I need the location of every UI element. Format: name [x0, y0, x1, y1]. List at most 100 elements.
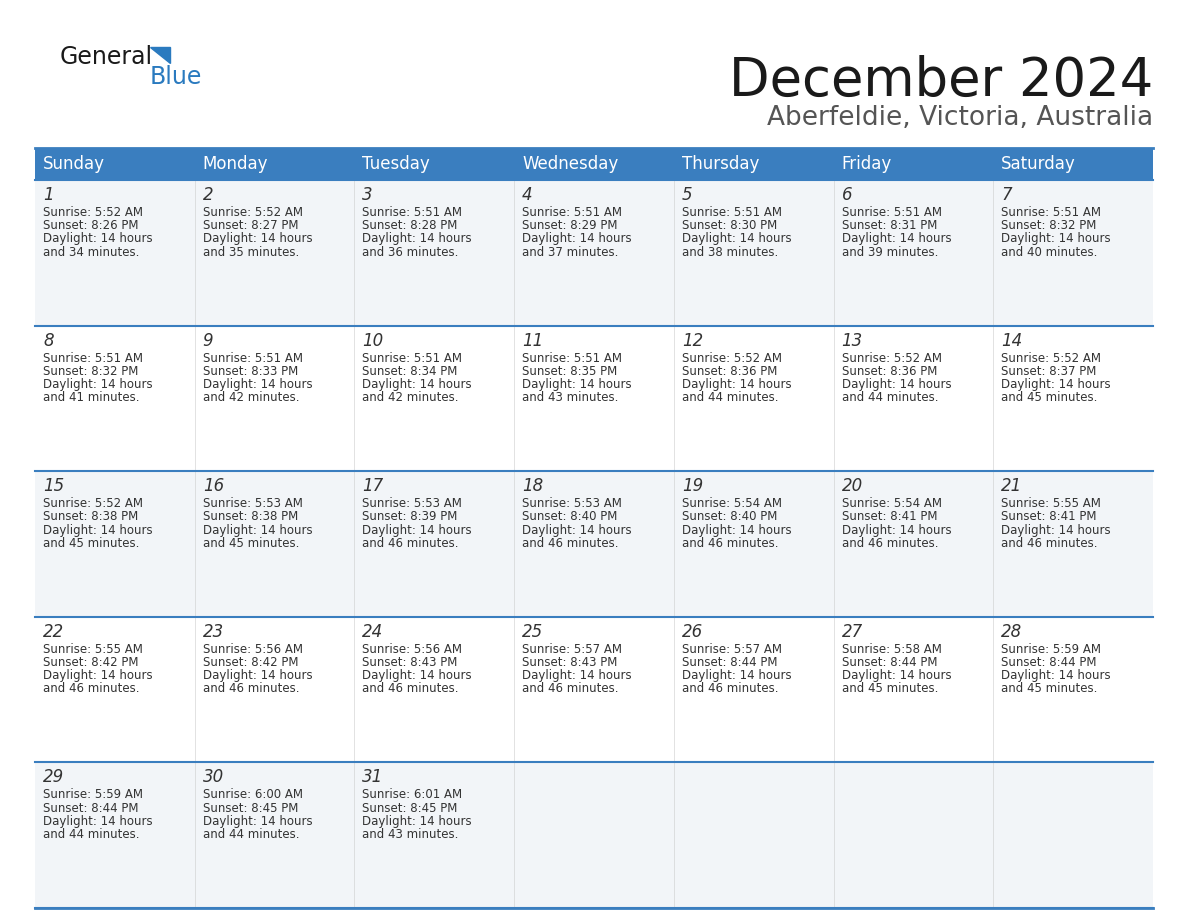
Text: Sunset: 8:44 PM: Sunset: 8:44 PM: [43, 801, 139, 814]
Text: Sunset: 8:43 PM: Sunset: 8:43 PM: [523, 656, 618, 669]
Bar: [34, 326, 1154, 471]
Text: 26: 26: [682, 622, 703, 641]
Text: 18: 18: [523, 477, 543, 495]
Text: Sunset: 8:41 PM: Sunset: 8:41 PM: [841, 510, 937, 523]
Text: Daylight: 14 hours: Daylight: 14 hours: [523, 232, 632, 245]
Text: Sunset: 8:31 PM: Sunset: 8:31 PM: [841, 219, 937, 232]
Text: Sunset: 8:42 PM: Sunset: 8:42 PM: [203, 656, 298, 669]
Text: Sunset: 8:40 PM: Sunset: 8:40 PM: [682, 510, 777, 523]
Text: Daylight: 14 hours: Daylight: 14 hours: [1001, 669, 1111, 682]
Text: Daylight: 14 hours: Daylight: 14 hours: [841, 232, 952, 245]
Text: and 45 minutes.: and 45 minutes.: [203, 537, 299, 550]
Bar: [34, 617, 1154, 763]
Text: Sunset: 8:32 PM: Sunset: 8:32 PM: [1001, 219, 1097, 232]
Text: Daylight: 14 hours: Daylight: 14 hours: [682, 523, 791, 536]
Text: Sunrise: 5:53 AM: Sunrise: 5:53 AM: [203, 498, 303, 510]
Text: and 45 minutes.: and 45 minutes.: [43, 537, 139, 550]
Text: Sunrise: 5:52 AM: Sunrise: 5:52 AM: [203, 206, 303, 219]
Text: Sunset: 8:41 PM: Sunset: 8:41 PM: [1001, 510, 1097, 523]
Text: and 46 minutes.: and 46 minutes.: [523, 537, 619, 550]
Bar: [34, 180, 1154, 326]
Text: Sunset: 8:36 PM: Sunset: 8:36 PM: [841, 364, 937, 378]
Bar: [354, 148, 514, 180]
Text: 24: 24: [362, 622, 384, 641]
Text: 19: 19: [682, 477, 703, 495]
Text: 27: 27: [841, 622, 862, 641]
Text: Sunrise: 5:53 AM: Sunrise: 5:53 AM: [362, 498, 462, 510]
Text: Daylight: 14 hours: Daylight: 14 hours: [523, 378, 632, 391]
Text: Sunrise: 5:51 AM: Sunrise: 5:51 AM: [362, 352, 462, 364]
Text: 21: 21: [1001, 477, 1023, 495]
Text: Sunset: 8:26 PM: Sunset: 8:26 PM: [43, 219, 139, 232]
Text: Sunset: 8:45 PM: Sunset: 8:45 PM: [203, 801, 298, 814]
Text: Sunrise: 5:59 AM: Sunrise: 5:59 AM: [1001, 643, 1101, 655]
Text: Sunrise: 5:51 AM: Sunrise: 5:51 AM: [523, 352, 623, 364]
Text: Sunrise: 5:56 AM: Sunrise: 5:56 AM: [203, 643, 303, 655]
Text: Sunset: 8:28 PM: Sunset: 8:28 PM: [362, 219, 457, 232]
Text: Daylight: 14 hours: Daylight: 14 hours: [841, 669, 952, 682]
Text: Sunset: 8:44 PM: Sunset: 8:44 PM: [1001, 656, 1097, 669]
Text: 5: 5: [682, 186, 693, 204]
Text: Friday: Friday: [841, 155, 892, 173]
Text: Sunset: 8:33 PM: Sunset: 8:33 PM: [203, 364, 298, 378]
Text: 23: 23: [203, 622, 225, 641]
Text: and 46 minutes.: and 46 minutes.: [362, 537, 459, 550]
Text: Sunset: 8:40 PM: Sunset: 8:40 PM: [523, 510, 618, 523]
Text: Sunrise: 6:01 AM: Sunrise: 6:01 AM: [362, 789, 462, 801]
Text: and 36 minutes.: and 36 minutes.: [362, 245, 459, 259]
Text: and 46 minutes.: and 46 minutes.: [203, 682, 299, 695]
Text: and 43 minutes.: and 43 minutes.: [362, 828, 459, 841]
Bar: [34, 471, 1154, 617]
Text: 28: 28: [1001, 622, 1023, 641]
Text: Sunset: 8:39 PM: Sunset: 8:39 PM: [362, 510, 457, 523]
Text: and 46 minutes.: and 46 minutes.: [43, 682, 139, 695]
Text: Daylight: 14 hours: Daylight: 14 hours: [1001, 232, 1111, 245]
Text: 11: 11: [523, 331, 543, 350]
Text: 22: 22: [43, 622, 64, 641]
Text: Sunset: 8:42 PM: Sunset: 8:42 PM: [43, 656, 139, 669]
Text: and 46 minutes.: and 46 minutes.: [841, 537, 939, 550]
Text: Daylight: 14 hours: Daylight: 14 hours: [841, 378, 952, 391]
Text: Daylight: 14 hours: Daylight: 14 hours: [203, 232, 312, 245]
Bar: [834, 148, 993, 180]
Text: and 45 minutes.: and 45 minutes.: [1001, 682, 1098, 695]
Text: and 46 minutes.: and 46 minutes.: [362, 682, 459, 695]
Text: Daylight: 14 hours: Daylight: 14 hours: [362, 232, 472, 245]
Text: 1: 1: [43, 186, 53, 204]
Text: Daylight: 14 hours: Daylight: 14 hours: [362, 378, 472, 391]
Text: Sunset: 8:37 PM: Sunset: 8:37 PM: [1001, 364, 1097, 378]
Text: and 39 minutes.: and 39 minutes.: [841, 245, 939, 259]
Text: and 40 minutes.: and 40 minutes.: [1001, 245, 1098, 259]
Text: and 45 minutes.: and 45 minutes.: [841, 682, 939, 695]
Text: Daylight: 14 hours: Daylight: 14 hours: [523, 523, 632, 536]
Text: 8: 8: [43, 331, 53, 350]
Text: Daylight: 14 hours: Daylight: 14 hours: [43, 232, 152, 245]
Text: December 2024: December 2024: [728, 55, 1154, 107]
Text: Sunset: 8:27 PM: Sunset: 8:27 PM: [203, 219, 298, 232]
Text: Sunrise: 5:52 AM: Sunrise: 5:52 AM: [43, 498, 143, 510]
Text: and 45 minutes.: and 45 minutes.: [1001, 391, 1098, 404]
Text: and 37 minutes.: and 37 minutes.: [523, 245, 619, 259]
Text: General: General: [61, 45, 153, 69]
Bar: [195, 148, 354, 180]
Text: Sunrise: 5:51 AM: Sunrise: 5:51 AM: [523, 206, 623, 219]
Text: Monday: Monday: [203, 155, 268, 173]
Text: Sunrise: 5:52 AM: Sunrise: 5:52 AM: [682, 352, 782, 364]
Text: Daylight: 14 hours: Daylight: 14 hours: [1001, 523, 1111, 536]
Text: Sunrise: 5:59 AM: Sunrise: 5:59 AM: [43, 789, 143, 801]
Text: Sunset: 8:44 PM: Sunset: 8:44 PM: [841, 656, 937, 669]
Text: and 46 minutes.: and 46 minutes.: [682, 537, 778, 550]
Text: and 34 minutes.: and 34 minutes.: [43, 245, 139, 259]
Text: and 44 minutes.: and 44 minutes.: [203, 828, 299, 841]
Text: Sunset: 8:38 PM: Sunset: 8:38 PM: [43, 510, 138, 523]
Bar: [34, 763, 1154, 908]
Text: Daylight: 14 hours: Daylight: 14 hours: [203, 669, 312, 682]
Text: 15: 15: [43, 477, 64, 495]
Text: and 46 minutes.: and 46 minutes.: [1001, 537, 1098, 550]
Bar: [993, 148, 1154, 180]
Text: Sunset: 8:35 PM: Sunset: 8:35 PM: [523, 364, 618, 378]
Text: 12: 12: [682, 331, 703, 350]
Text: Sunrise: 6:00 AM: Sunrise: 6:00 AM: [203, 789, 303, 801]
Text: and 44 minutes.: and 44 minutes.: [682, 391, 778, 404]
Text: Sunrise: 5:56 AM: Sunrise: 5:56 AM: [362, 643, 462, 655]
